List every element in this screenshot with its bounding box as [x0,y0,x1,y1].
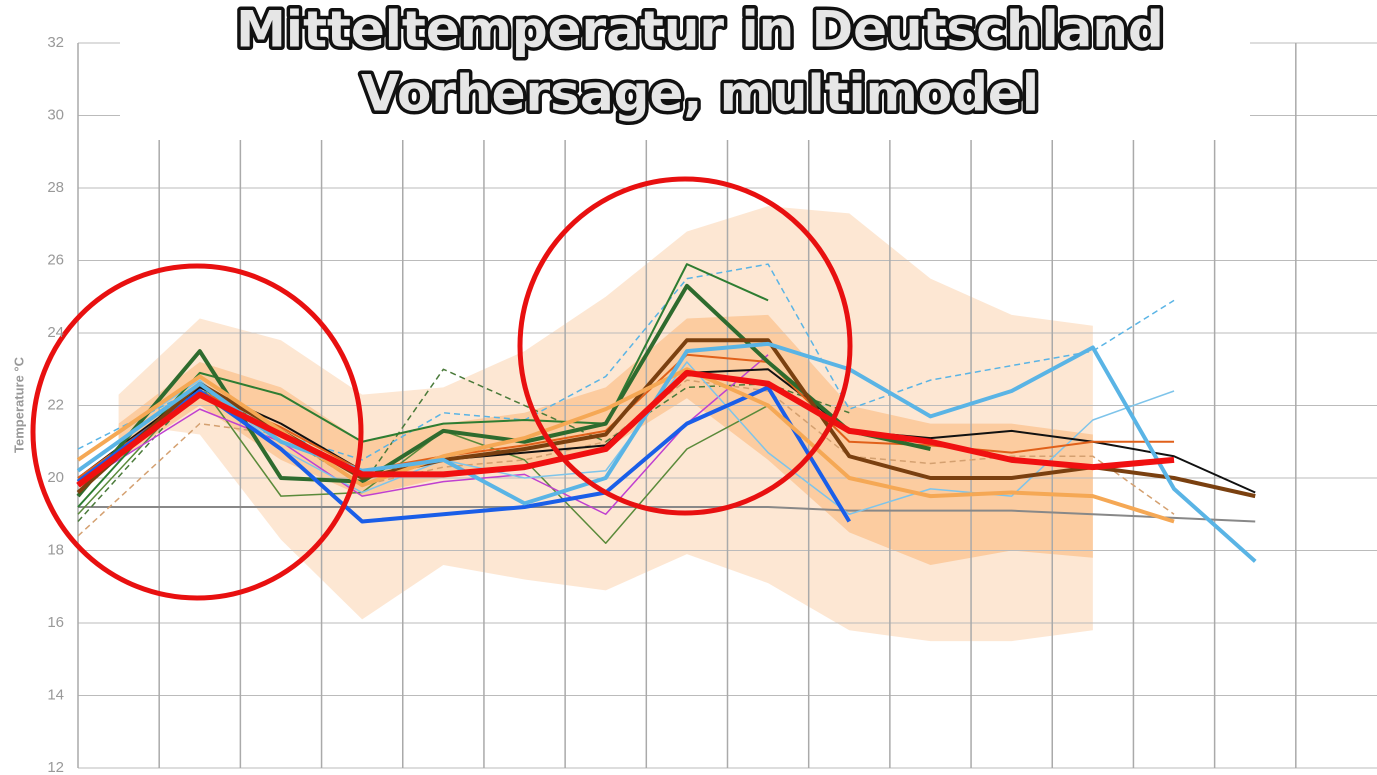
y-tick-label: 18 [47,541,64,558]
y-tick-label: 22 [47,396,64,413]
series-line [77,263,769,508]
y-tick-label: 14 [47,686,64,703]
highlight-circle [517,176,853,516]
chart-subtitle: Vorhersage, multimodel [361,65,1039,123]
y-tick-label: 20 [47,469,64,486]
title-backdrop [120,0,1250,140]
series-line [76,341,1257,563]
y-tick-label: 28 [47,179,64,196]
series-line [77,353,1175,479]
series-line [76,283,931,498]
lines [76,263,1257,563]
y-tick-label: 24 [47,324,64,341]
chart-title: Mitteltemperatur in Deutschland [236,1,1164,59]
y-tick-label: 30 [47,106,64,123]
y-tick-label: 32 [47,34,64,51]
series-line [77,354,769,515]
series-line [76,369,1175,488]
y-tick-label: 16 [47,614,64,631]
range-band [118,314,1093,565]
y-tick-label: 12 [47,759,64,775]
series-line [78,506,1256,523]
highlight-circle [30,263,364,601]
series-line [76,385,851,524]
y-axis-label: Temperature °C [11,356,26,453]
y-tick-label: 26 [47,251,64,268]
